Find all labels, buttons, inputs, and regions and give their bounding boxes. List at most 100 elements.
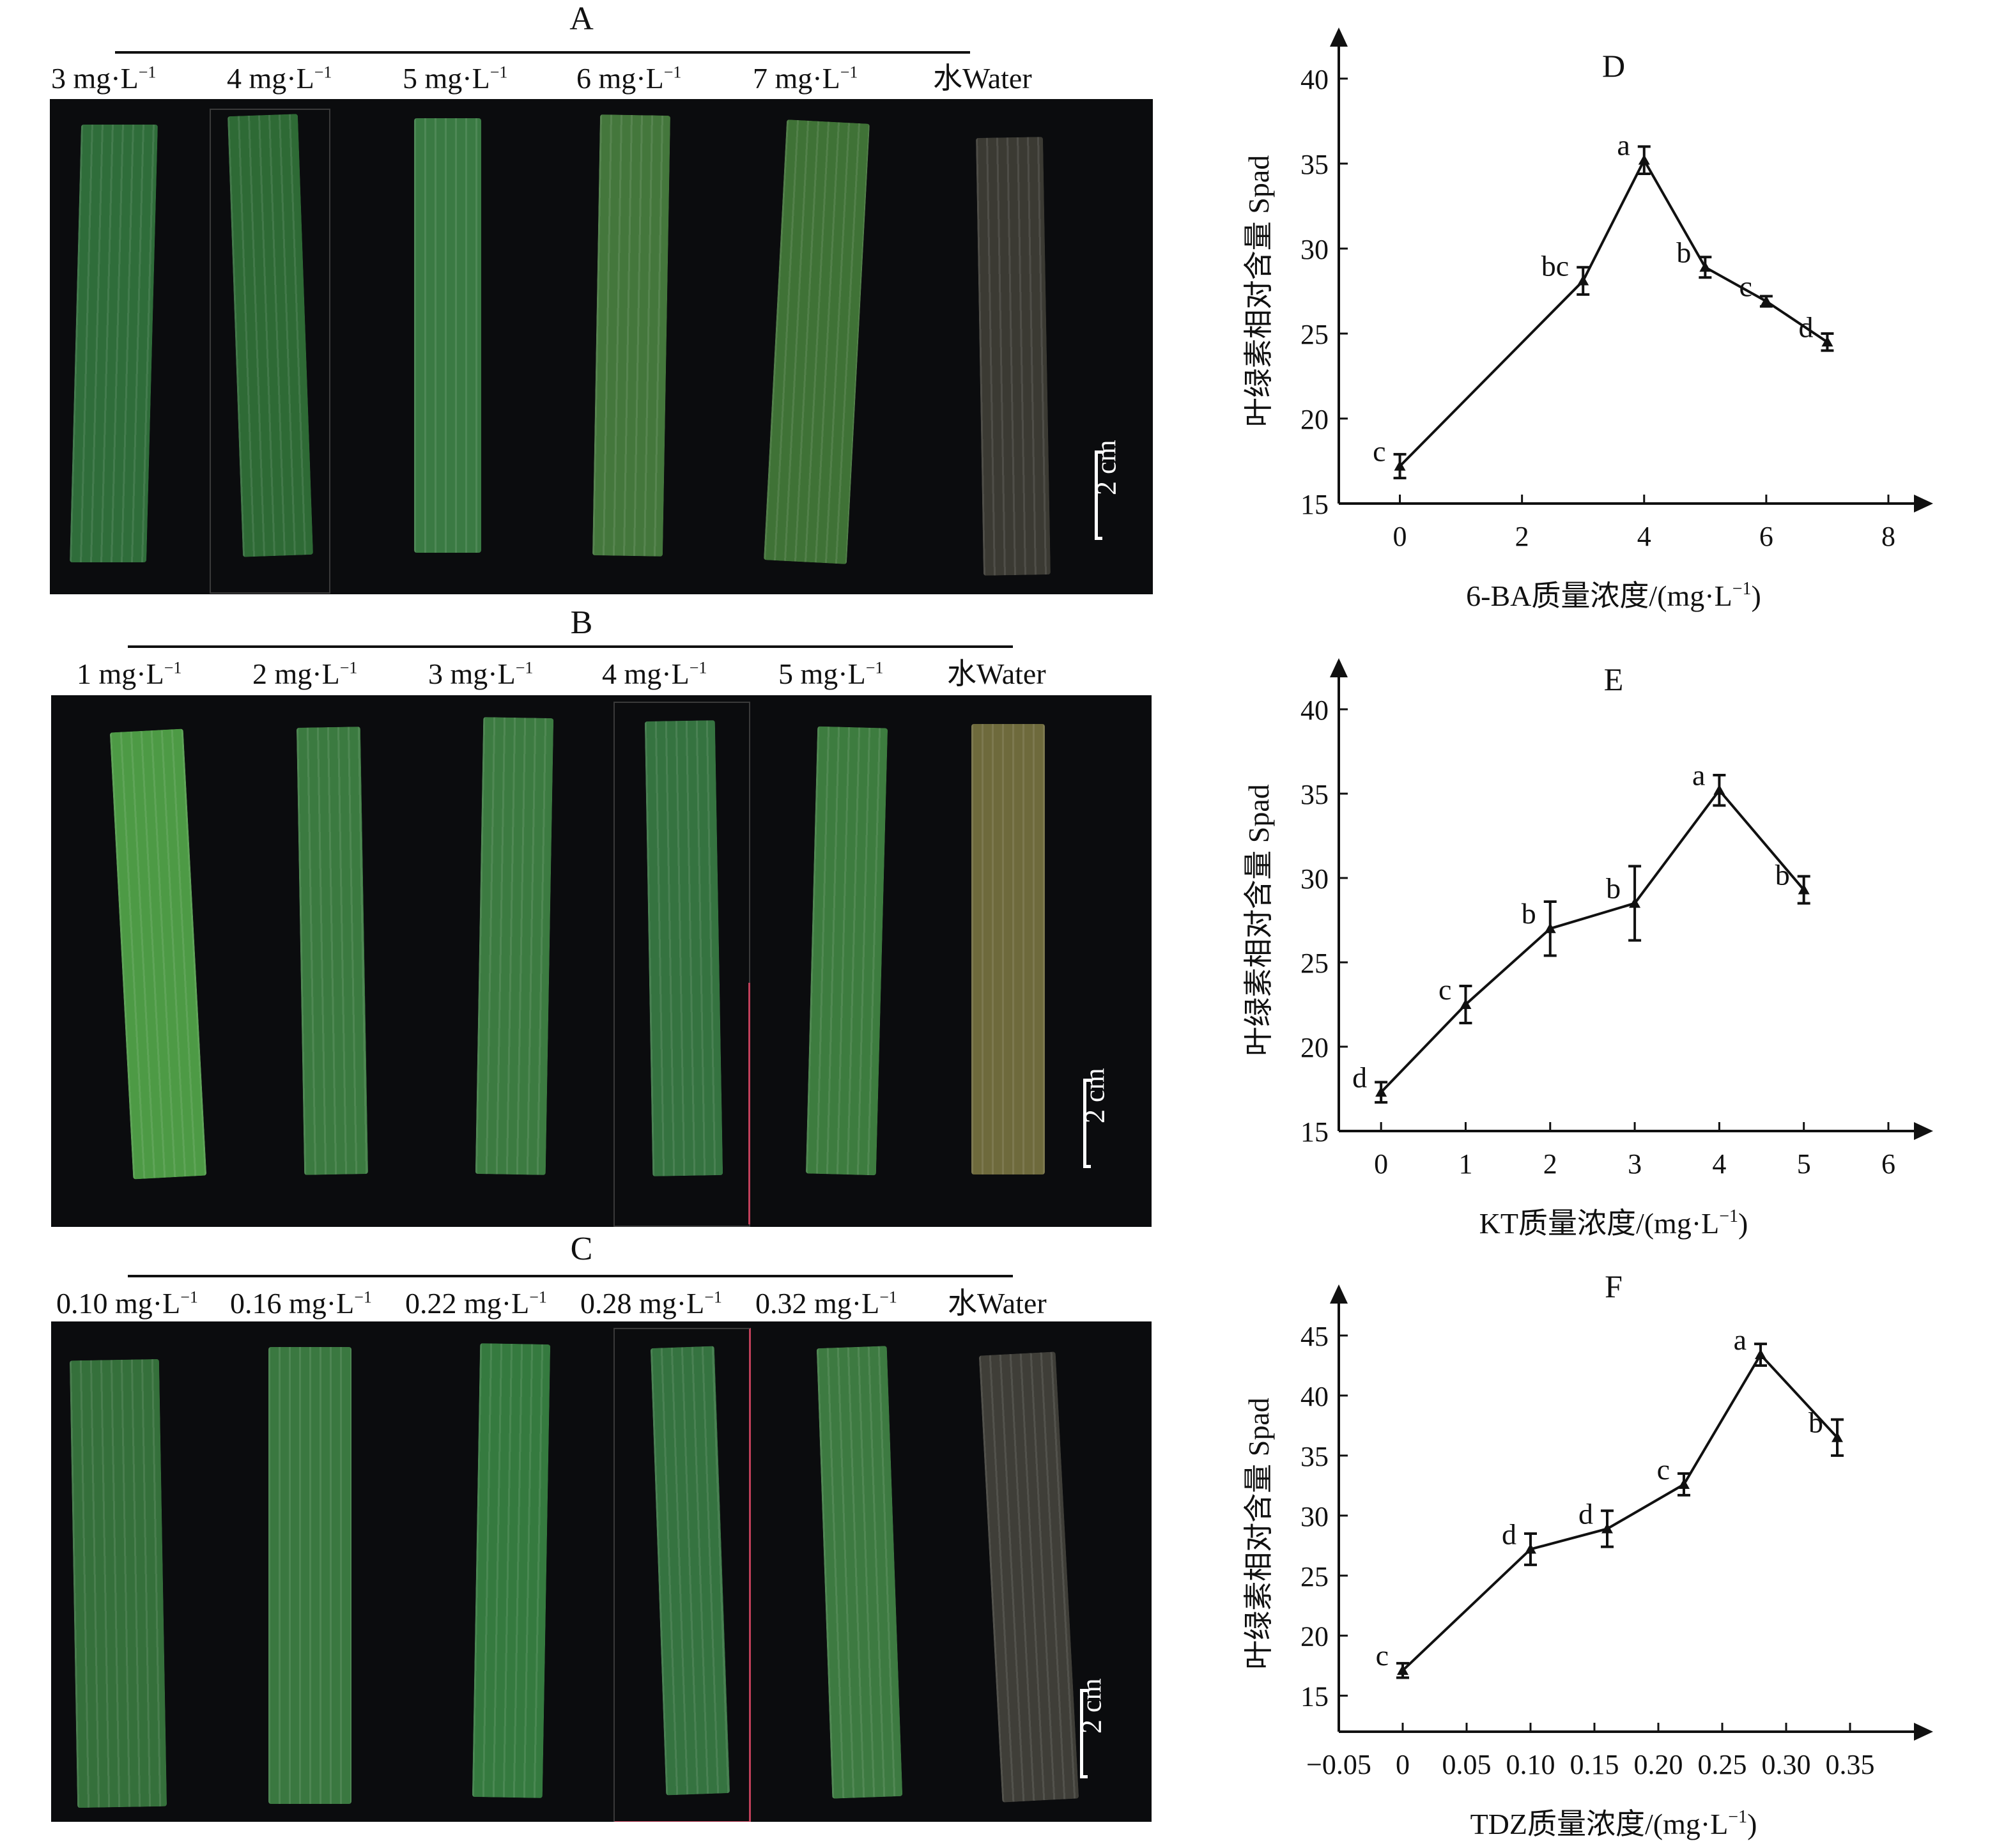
y-tick-label: 30 xyxy=(1300,863,1329,895)
data-point xyxy=(1544,923,1556,934)
x-tick-label: −0.05 xyxy=(1306,1749,1371,1780)
y-tick-label: 40 xyxy=(1300,695,1329,726)
leaf xyxy=(764,119,870,564)
significance-letter: c xyxy=(1376,1639,1389,1672)
highlight-box xyxy=(613,702,750,1227)
highlight-box xyxy=(210,109,330,594)
significance-letter: a xyxy=(1734,1323,1747,1356)
leaf-photo-b: 2 cm xyxy=(51,695,1152,1227)
data-point xyxy=(1638,154,1650,165)
y-tick-label: 20 xyxy=(1300,404,1329,435)
significance-letter: d xyxy=(1578,1497,1593,1530)
x-tick-label: 0.20 xyxy=(1634,1749,1683,1780)
leaf xyxy=(268,1347,351,1804)
conc-label: 0.32 mg·L−1 xyxy=(755,1287,897,1320)
data-point xyxy=(1601,1523,1613,1534)
significance-letter: bc xyxy=(1541,250,1569,282)
data-point xyxy=(1629,897,1641,908)
x-axis-arrow xyxy=(1914,1122,1933,1140)
y-axis-arrow xyxy=(1330,658,1348,677)
data-point xyxy=(1832,1431,1843,1442)
x-tick-label: 0.25 xyxy=(1698,1749,1747,1780)
conc-label-water: 水Water xyxy=(948,1287,1047,1320)
data-point xyxy=(1525,1543,1536,1554)
leaf xyxy=(70,125,158,562)
chart-f: F 15 20 25 30 35 40 45 −0.05 0 0.05 0.10 0.15 0.20 0.2… xyxy=(1242,1268,1933,1840)
scale-bar: 2 cm xyxy=(1076,1678,1107,1778)
y-tick-label: 25 xyxy=(1300,319,1329,350)
leaf xyxy=(475,717,554,1175)
y-axis-arrow xyxy=(1330,1284,1348,1304)
data-point xyxy=(1577,275,1589,286)
leaf xyxy=(472,1343,551,1798)
y-axis-label: 叶绿素相对含量 Spad xyxy=(1242,1398,1275,1670)
chart-title: F xyxy=(1605,1268,1623,1304)
x-axis-arrow xyxy=(1914,1723,1933,1741)
leaf xyxy=(805,726,888,1176)
conc-label: 3 mg·L−1 xyxy=(51,62,157,95)
x-tick-label: 0.10 xyxy=(1506,1749,1555,1780)
conc-label: 6 mg·L−1 xyxy=(576,62,682,95)
x-tick-label: 0 xyxy=(1396,1749,1410,1780)
y-tick-label: 30 xyxy=(1300,1501,1329,1532)
data-point xyxy=(1699,261,1711,272)
conc-label: 5 mg·L−1 xyxy=(778,658,884,690)
y-tick-label: 15 xyxy=(1300,1681,1329,1713)
chart-d: D 15 20 25 30 35 40 0 2 4 6 8 6-BA质量浓度/(mg·L−1) 叶绿素相对… xyxy=(1242,27,1933,612)
y-tick-label: 15 xyxy=(1300,489,1329,520)
y-tick-label: 40 xyxy=(1300,64,1329,95)
x-tick-label: 4 xyxy=(1712,1148,1726,1180)
data-point xyxy=(1821,336,1833,347)
x-tick-label: 0.30 xyxy=(1762,1749,1811,1780)
data-point xyxy=(1755,1349,1766,1360)
panel-a-letter: A xyxy=(569,1,594,37)
y-tick-label: 35 xyxy=(1300,149,1329,180)
significance-letter: c xyxy=(1438,973,1451,1006)
y-tick-label: 35 xyxy=(1300,779,1329,810)
conc-label: 0.16 mg·L−1 xyxy=(230,1287,372,1320)
x-tick-label: 2 xyxy=(1515,521,1529,552)
scale-bar: 2 cm xyxy=(1091,440,1122,540)
leaf-water xyxy=(971,724,1045,1174)
y-tick-label: 15 xyxy=(1300,1116,1329,1148)
significance-letter: b xyxy=(1775,858,1790,891)
x-tick-label: 6 xyxy=(1759,521,1773,552)
x-tick-label: 5 xyxy=(1797,1148,1811,1180)
leaf-photo-a: 2 cm xyxy=(50,99,1153,594)
conc-label-water: 水Water xyxy=(933,62,1032,95)
scale-bar: 2 cm xyxy=(1079,1068,1111,1168)
x-tick-label: 1 xyxy=(1458,1148,1472,1180)
significance-letter: d xyxy=(1502,1518,1516,1550)
y-tick-label: 30 xyxy=(1300,234,1329,265)
conc-label: 2 mg·L−1 xyxy=(252,658,358,690)
conc-label-water: 水Water xyxy=(947,658,1046,690)
x-tick-label: 0.15 xyxy=(1570,1749,1619,1780)
conc-label: 4 mg·L−1 xyxy=(602,658,707,690)
panel-a-bracket-line xyxy=(115,51,970,54)
leaf xyxy=(816,1346,903,1799)
panel-c-bracket-line xyxy=(128,1275,1013,1277)
significance-letter: c xyxy=(1739,270,1752,302)
leaf xyxy=(296,727,369,1175)
x-axis-label: TDZ质量浓度/(mg·L−1) xyxy=(1470,1807,1757,1840)
y-tick-label: 25 xyxy=(1300,948,1329,979)
y-tick-label: 20 xyxy=(1300,1032,1329,1063)
y-axis-label: 叶绿素相对含量 Spad xyxy=(1242,155,1275,427)
y-axis-arrow xyxy=(1330,27,1348,47)
conc-label: 0.28 mg·L−1 xyxy=(580,1287,722,1320)
significance-letter: b xyxy=(1809,1406,1823,1439)
x-axis-label: KT质量浓度/(mg·L−1) xyxy=(1479,1206,1748,1240)
data-point xyxy=(1713,784,1725,795)
data-point xyxy=(1760,295,1772,306)
x-tick-label: 8 xyxy=(1881,521,1895,552)
conc-label: 1 mg·L−1 xyxy=(77,658,182,690)
significance-letter: d xyxy=(1352,1061,1367,1093)
x-axis-label: 6-BA质量浓度/(mg·L−1) xyxy=(1466,579,1761,612)
panel-b-bracket-line xyxy=(128,645,1013,648)
data-point xyxy=(1394,460,1406,471)
leaf-photo-c: 2 cm xyxy=(51,1321,1152,1822)
x-tick-label: 0.05 xyxy=(1442,1749,1492,1780)
leaf xyxy=(69,1359,167,1808)
conc-label: 4 mg·L−1 xyxy=(227,62,332,95)
series-line xyxy=(1401,1352,1839,1672)
